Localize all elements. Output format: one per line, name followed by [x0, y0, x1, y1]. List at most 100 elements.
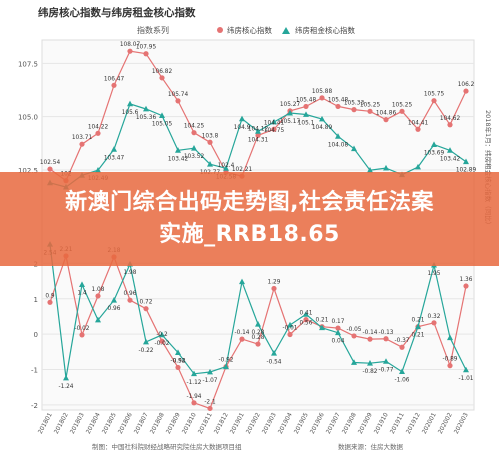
- index-point: [351, 333, 357, 339]
- rent-point: [191, 145, 197, 151]
- index-point: [463, 283, 469, 289]
- rent-point: [319, 324, 325, 331]
- rent-point: [143, 338, 149, 345]
- index-data-label: 104.62: [440, 116, 461, 122]
- x-tick-label: 201803: [69, 411, 86, 435]
- rent-point: [159, 331, 165, 338]
- rent-data-label: 103.69: [424, 151, 445, 157]
- chart-subtitle: 指数系列: [137, 25, 169, 35]
- index-point: [239, 336, 245, 342]
- rent-data-label: 1.95: [428, 271, 441, 277]
- index-point: [399, 344, 405, 350]
- rent-data-label: -0.54: [267, 359, 282, 365]
- rent-point: [303, 311, 309, 317]
- index-data-label: -0.14: [235, 330, 250, 336]
- x-tick-label: 201807: [133, 411, 150, 435]
- x-tick-label: 202002: [437, 411, 454, 435]
- rent-data-label: 1.98: [124, 270, 137, 276]
- rent-data-label: 1.4: [77, 291, 87, 297]
- index-point: [207, 405, 213, 412]
- index-point: [367, 336, 373, 342]
- index-data-label: 1.08: [92, 287, 105, 293]
- index-point: [47, 299, 53, 305]
- index-data-label: 104.22: [88, 124, 109, 130]
- x-tick-label: 201905: [293, 411, 310, 435]
- rent-point: [447, 147, 453, 153]
- index-data-label: -0.13: [379, 330, 394, 336]
- index-point: [335, 325, 341, 331]
- rent-point: [255, 321, 261, 327]
- index-data-label: 0.28: [252, 335, 265, 341]
- rent-data-label: 104.75: [264, 128, 285, 134]
- index-point: [383, 336, 389, 342]
- index-data-label: 0.96: [124, 291, 137, 297]
- rent-data-label: -1.01: [459, 376, 474, 382]
- x-tick-label: 201904: [277, 411, 294, 435]
- x-tick-label: 201812: [213, 411, 230, 435]
- x-tick-label: 201808: [149, 411, 166, 435]
- index-data-label: 107.95: [136, 45, 157, 51]
- rent-point: [111, 296, 117, 303]
- rent-point: [351, 145, 357, 152]
- rent-data-label: -1.06: [395, 378, 410, 384]
- index-point: [111, 82, 117, 88]
- footer-note: 数据来源：住房大数据: [338, 442, 404, 451]
- index-point: [271, 126, 277, 132]
- index-point: [351, 107, 357, 113]
- index-point: [255, 341, 261, 347]
- index-point: [367, 108, 373, 114]
- index-point: [431, 98, 437, 104]
- index-point: [95, 130, 101, 136]
- x-tick-label: 201903: [261, 411, 278, 435]
- rent-point: [79, 281, 85, 288]
- rent-point: [207, 161, 213, 167]
- rent-point: [239, 278, 245, 285]
- legend-rent-label: 纬房租金核心指数: [295, 25, 355, 35]
- index-data-label: 0.41: [300, 311, 313, 317]
- index-data-label: 1.36: [460, 277, 473, 283]
- index-point: [95, 293, 101, 299]
- rent-point: [335, 329, 341, 336]
- rent-data-label: 105.6: [122, 110, 139, 116]
- rent-data-label: 104.9: [234, 125, 251, 131]
- rent-data-label: -0.52: [171, 359, 186, 365]
- rent-data-label: 105.17: [280, 119, 301, 125]
- index-point: [399, 108, 405, 114]
- x-tick-label: 202003: [453, 411, 470, 435]
- index-data-label: 106.82: [152, 69, 173, 75]
- rent-data-label: 0.21: [412, 333, 425, 339]
- index-data-label: 0.21: [316, 318, 329, 324]
- rent-point: [351, 359, 357, 365]
- rent-point: [111, 146, 117, 152]
- banner-line-1: 新澳门综合出码走势图,社会责任法案: [65, 190, 434, 215]
- rent-point: [463, 366, 469, 373]
- right-note: 2018年1月：纬房租金核心指数（同比）: [484, 110, 493, 228]
- rent-data-label: 105.36: [136, 115, 157, 121]
- index-point: [271, 285, 277, 292]
- x-tick-label: 201806: [117, 411, 134, 435]
- rent-data-label: 103.42: [168, 156, 189, 162]
- index-point: [191, 130, 197, 136]
- x-tick-label: 201910: [373, 411, 390, 435]
- index-data-label: 0.9: [45, 293, 55, 299]
- x-tick-label: 201811: [197, 411, 214, 435]
- index-point: [463, 88, 469, 94]
- index-data-label: 0.21: [412, 318, 425, 324]
- index-point: [175, 98, 181, 104]
- y-tick-label: -1: [31, 367, 38, 375]
- index-data-label: 1.29: [268, 280, 281, 286]
- index-point: [79, 332, 85, 338]
- index-data-label: 105.25: [392, 102, 413, 108]
- legend: 纬房核心指数 纬房租金核心指数: [217, 25, 355, 35]
- index-data-label: 104.12: [248, 126, 269, 132]
- index-point: [127, 48, 133, 54]
- rent-data-label: 104.31: [248, 137, 269, 143]
- rent-point: [463, 158, 469, 165]
- index-data-label: 106.2: [458, 82, 475, 88]
- rent-point: [159, 112, 165, 118]
- index-point: [191, 400, 197, 406]
- index-data-label: 108.07: [120, 42, 141, 48]
- index-data-label: 0.72: [140, 300, 153, 306]
- x-tick-label: 202001: [421, 411, 438, 435]
- index-data-label: 105.48: [296, 97, 317, 103]
